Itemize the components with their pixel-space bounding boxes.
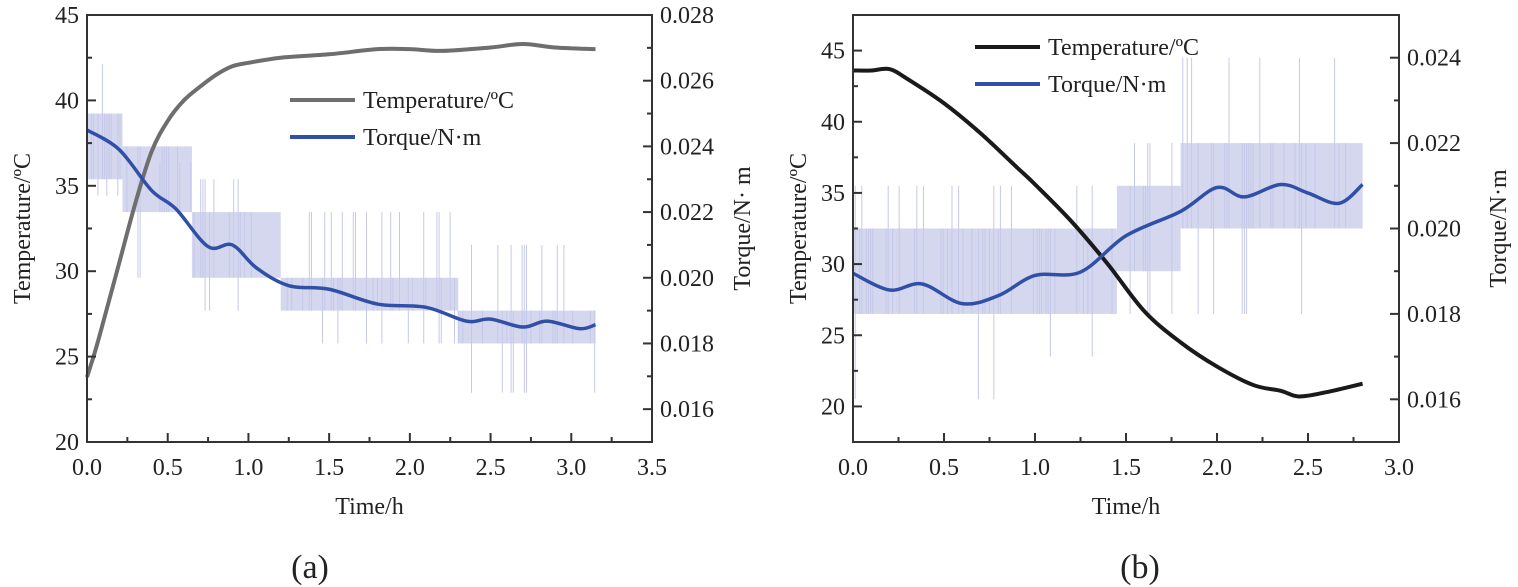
y2-tick-label: 0.026 [660, 69, 714, 95]
y2-tick-label: 0.020 [660, 266, 714, 292]
x-tick-label: 1.0 [233, 455, 263, 481]
x-tick-label: 3.5 [637, 455, 667, 481]
legend-entry: Temperature/ºC [363, 88, 514, 114]
y-tick-label: 25 [55, 345, 79, 371]
x-tick-label: 0.0 [838, 455, 868, 481]
y-tick-label: 20 [821, 394, 845, 420]
y-tick-label: 40 [55, 88, 79, 114]
y2-tick-label: 0.024 [1407, 46, 1461, 72]
x-tick-label: 2.0 [395, 455, 425, 481]
y2-tick-label: 0.024 [660, 134, 714, 160]
y-tick-label: 20 [55, 430, 79, 456]
x-tick-label: 3.0 [556, 455, 586, 481]
y2-tick-label: 0.016 [1407, 387, 1461, 413]
legend-entry: Torque/N·m [1048, 72, 1167, 98]
raw-torque-series [87, 64, 596, 393]
x-axis-label: Time/h [1092, 494, 1160, 520]
x-tick-label: 1.5 [1111, 455, 1141, 481]
legend: Temperature/ºC Torque/N·m [975, 35, 1199, 98]
y2-axis-label: Torque/N· m [730, 166, 756, 291]
temperature-line [852, 66, 1364, 399]
subplot-caption: (a) [291, 549, 329, 586]
y-tick-label: 35 [821, 181, 845, 207]
y-tick-label: 45 [55, 3, 79, 29]
y2-tick-label: 0.018 [660, 331, 714, 357]
y-tick-label: 30 [55, 259, 79, 285]
y2-tick-label: 0.022 [1407, 131, 1461, 157]
raw-torque-band [122, 146, 192, 213]
torque-smoothed-line [86, 128, 597, 331]
y2-axis-label: Torque/N·m [1486, 169, 1512, 288]
x-tick-label: 1.5 [314, 455, 344, 481]
y-tick-label: 25 [821, 323, 845, 349]
x-tick-label: 2.0 [1202, 455, 1232, 481]
raw-torque-band [1116, 185, 1181, 272]
y2-tick-label: 0.028 [660, 3, 714, 29]
y2-tick-label: 0.016 [660, 397, 714, 423]
x-tick-label: 2.5 [476, 455, 506, 481]
legend-entry: Torque/N·m [363, 125, 482, 151]
x-tick-label: 0.0 [72, 455, 102, 481]
raw-torque-series [852, 57, 1363, 400]
y-tick-label: 35 [55, 174, 79, 200]
y2-tick-label: 0.018 [1407, 302, 1461, 328]
y-tick-label: 30 [821, 252, 845, 278]
torque-smoothed-line [852, 182, 1364, 306]
y2-tick-label: 0.020 [1407, 217, 1461, 243]
raw-torque-band [280, 277, 459, 311]
raw-torque-band [853, 228, 1035, 314]
y-axis-label: Temperature/ºC [10, 153, 36, 304]
x-tick-label: 3.0 [1384, 455, 1414, 481]
subplot-caption: (b) [1120, 549, 1160, 586]
y-tick-label: 40 [821, 110, 845, 136]
x-tick-label: 0.5 [153, 455, 183, 481]
x-tick-label: 1.0 [1020, 455, 1050, 481]
x-axis-label: Time/h [335, 494, 403, 520]
x-tick-label: 0.5 [929, 455, 959, 481]
legend: Temperature/ºC Torque/N·m [290, 88, 514, 151]
raw-torque-band [1035, 228, 1117, 314]
subplot-a: 0.0 0.5 1.0 1.5 2.0 2.5 3.0 3.5 20 25 30 35 40 45 0.01… [10, 3, 756, 586]
y-axis-label: Temperature/ºC [786, 153, 812, 304]
legend-entry: Temperature/ºC [1048, 35, 1199, 61]
temperature-line [85, 42, 596, 378]
y-tick-label: 45 [821, 39, 845, 65]
y2-tick-label: 0.022 [660, 200, 714, 226]
x-tick-label: 2.5 [1293, 455, 1323, 481]
plot-frame [86, 14, 653, 443]
subplot-b: 0.0 0.5 1.0 1.5 2.0 2.5 3.0 20 25 30 35 40 45 0.016 0.… [786, 14, 1512, 586]
